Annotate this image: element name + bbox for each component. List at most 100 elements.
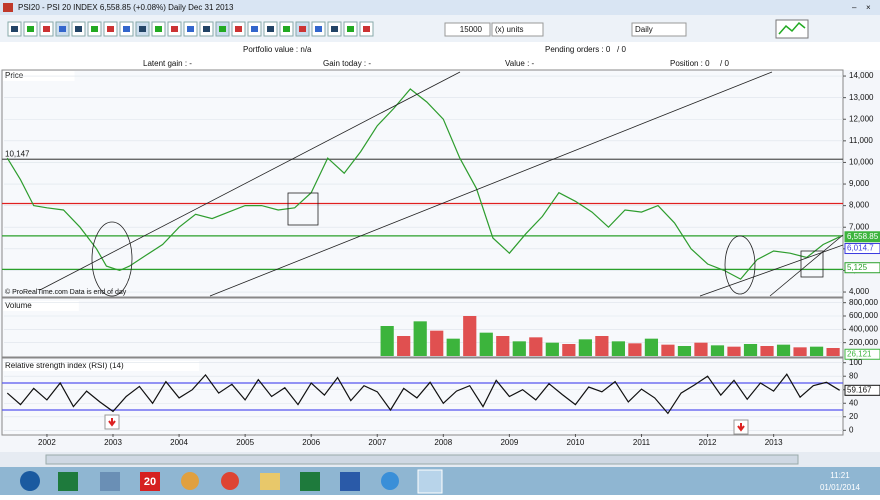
portfolio-value: Portfolio value : n/a xyxy=(243,45,312,54)
x-tick-label: 2002 xyxy=(38,438,56,447)
signal-arrow xyxy=(737,423,745,432)
volume-bar xyxy=(826,348,840,356)
word-icon[interactable] xyxy=(340,472,360,491)
y-tick-label: 20 xyxy=(849,412,858,421)
volume-bar xyxy=(760,346,774,356)
y-tick-label: 200,000 xyxy=(849,338,878,347)
clock-time: 11:21 xyxy=(830,471,850,480)
pending-orders: Pending orders : 0 xyxy=(545,45,611,54)
chart-style-button[interactable] xyxy=(775,19,809,39)
x-tick-label: 2005 xyxy=(236,438,254,447)
window-title: PSI20 - PSI 20 INDEX 6,558.85 (+0.08%) D… xyxy=(18,3,234,12)
units-label: (x) units xyxy=(495,25,523,34)
y-tick-label: 4,000 xyxy=(849,287,870,296)
chrome-icon[interactable] xyxy=(221,472,239,490)
x-tick-label: 2006 xyxy=(302,438,320,447)
tool-glyph xyxy=(267,26,274,32)
position: Position : 0 xyxy=(670,59,710,68)
volume-bar xyxy=(727,346,741,356)
copyright: © ProRealTime.com Data is end of day xyxy=(5,288,127,296)
x-tick-label: 2009 xyxy=(500,438,518,447)
value-tag xyxy=(844,348,880,360)
x-tick-label: 2008 xyxy=(434,438,452,447)
value-tag xyxy=(844,243,880,255)
quantity-value: 15000 xyxy=(460,25,483,34)
tool-glyph xyxy=(27,26,34,32)
chart-style-icon xyxy=(778,21,806,35)
volume-bar xyxy=(809,346,824,356)
project-icon[interactable] xyxy=(300,472,320,491)
x-tick-label: 2004 xyxy=(170,438,188,447)
close-button[interactable]: × xyxy=(866,3,871,12)
pending-orders-2: / 0 xyxy=(617,45,626,54)
tool-glyph xyxy=(171,26,178,32)
y-tick-label: 80 xyxy=(849,371,858,380)
volume-bar xyxy=(628,343,642,356)
value-tag-label: 6,558.85 xyxy=(847,232,879,241)
volume-bar xyxy=(611,341,625,356)
app-icon xyxy=(3,3,13,12)
tool-icons xyxy=(7,21,374,37)
data-line xyxy=(6,88,840,280)
volume-bar xyxy=(743,344,758,356)
value-tag-label: 59.167 xyxy=(847,385,872,394)
ie-icon[interactable] xyxy=(381,472,399,490)
volume-bar xyxy=(710,345,725,356)
psi-icon[interactable] xyxy=(140,472,160,491)
value-tag xyxy=(844,262,880,274)
excel-icon[interactable] xyxy=(58,472,78,491)
volume-bar xyxy=(562,344,576,356)
volume-bar xyxy=(479,332,493,356)
latent-gain: Latent gain : - xyxy=(143,59,192,68)
x-tick-label: 2013 xyxy=(765,438,783,447)
level-label: 10,147 xyxy=(5,149,30,158)
volume-bar xyxy=(595,336,609,356)
tool-glyph xyxy=(363,26,370,32)
paint-icon[interactable] xyxy=(181,472,199,490)
tool-glyph xyxy=(331,26,338,32)
volume-bar xyxy=(512,341,526,356)
position-2: / 0 xyxy=(720,59,729,68)
period-select[interactable] xyxy=(631,22,687,37)
x-tick-label: 2012 xyxy=(699,438,717,447)
trading-icon[interactable] xyxy=(417,469,443,494)
tool-glyph xyxy=(315,26,322,32)
tool-glyph xyxy=(123,26,130,32)
volume-bar xyxy=(694,342,708,356)
tool-glyph xyxy=(283,26,290,32)
x-tick-label: 2010 xyxy=(567,438,585,447)
panel-title: Volume xyxy=(5,301,32,310)
panel-title: Price xyxy=(5,71,24,80)
volume-bar xyxy=(430,330,444,356)
y-tick-label: 100 xyxy=(849,358,863,367)
calculator-icon[interactable] xyxy=(100,472,120,491)
value-tag xyxy=(844,384,880,396)
y-tick-label: 40 xyxy=(849,398,858,407)
explorer-icon[interactable] xyxy=(260,473,280,490)
scroll-thumb[interactable] xyxy=(45,454,799,465)
period-label: Daily xyxy=(635,25,653,34)
minimize-button[interactable]: – xyxy=(852,3,857,12)
value-tag-label: 6,014.7 xyxy=(847,244,874,253)
units-select[interactable] xyxy=(491,22,544,37)
quantity-input[interactable] xyxy=(444,22,491,37)
tool-glyph xyxy=(155,26,162,32)
data-line xyxy=(6,373,841,415)
panel-title-bg xyxy=(3,361,200,371)
tool-glyph xyxy=(203,26,210,32)
volume-bar xyxy=(380,326,394,356)
volume-bar xyxy=(793,347,807,356)
x-tick-label: 2011 xyxy=(633,438,651,447)
y-tick-label: 9,000 xyxy=(849,179,870,188)
volume-bar xyxy=(661,344,675,356)
y-tick-label: 7,000 xyxy=(849,222,870,231)
signal-arrow xyxy=(108,418,116,427)
tool-glyph xyxy=(187,26,194,32)
value-tag-label: 26,121 xyxy=(847,349,872,358)
x-tick-label: 2003 xyxy=(104,438,122,447)
volume-bar xyxy=(463,316,477,356)
y-tick-label: 0 xyxy=(849,425,854,434)
tool-glyph xyxy=(299,26,306,32)
hp-icon[interactable] xyxy=(20,471,40,491)
